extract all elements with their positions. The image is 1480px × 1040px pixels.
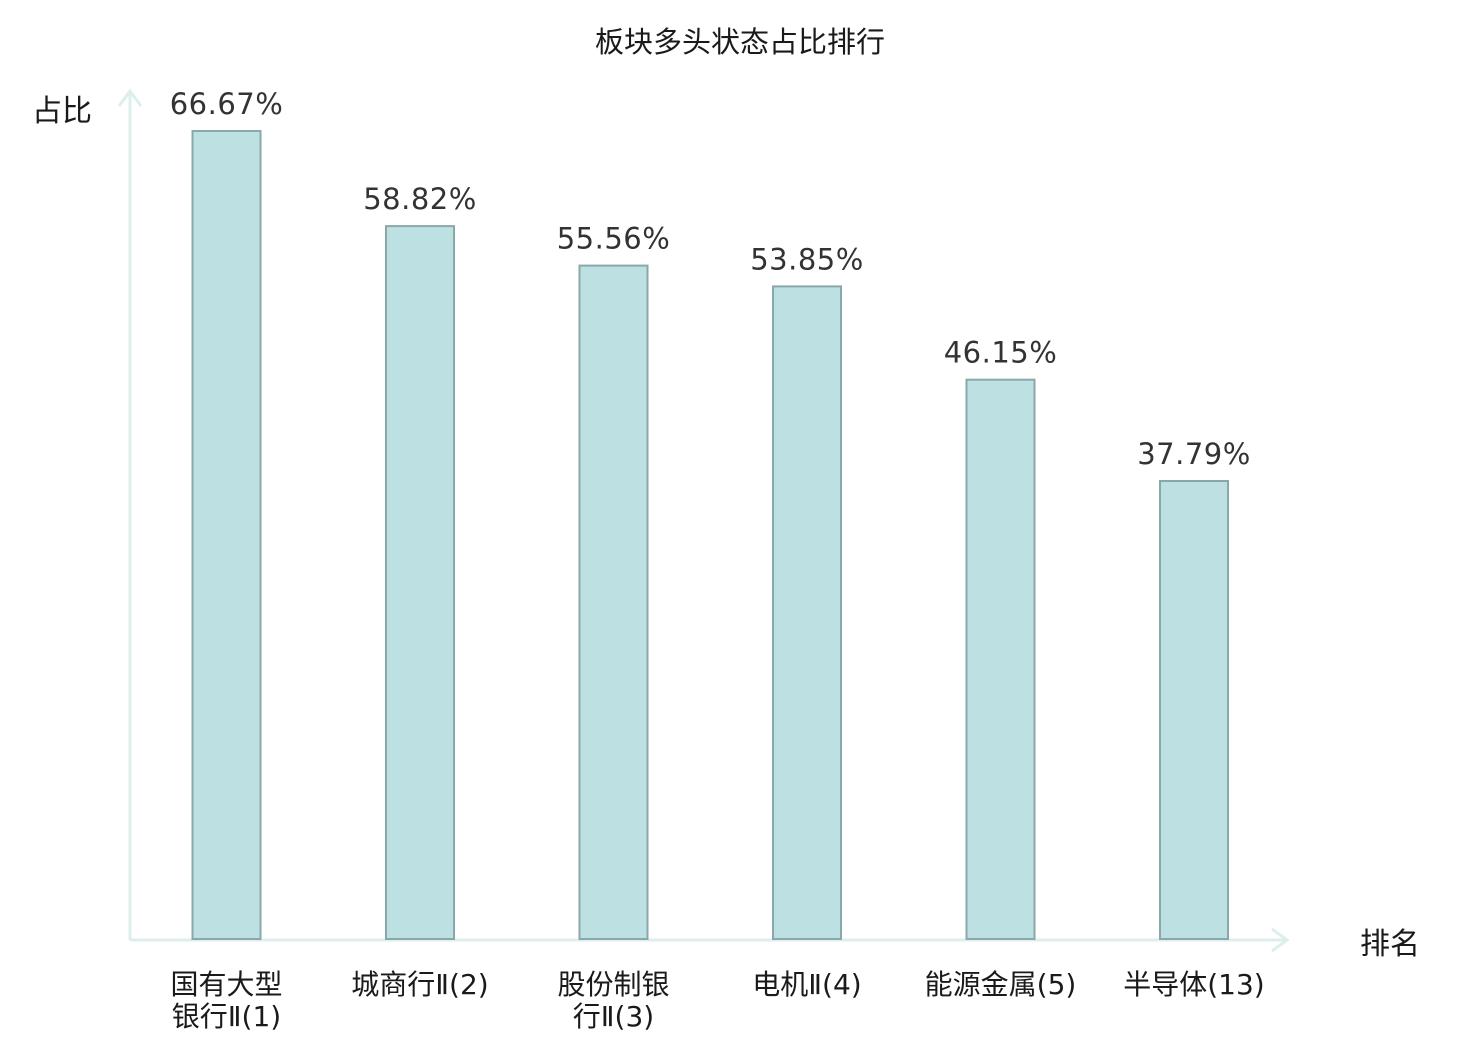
data-label: 37.79% [1137, 437, 1251, 471]
bar [772, 285, 842, 940]
x-tick-label: 国有大型 [170, 968, 282, 1001]
x-tick-label: 半导体(13) [1123, 968, 1264, 1001]
value-labels-group: 66.67% 58.82% 55.56% 53.85% 46.15% 37.79% [170, 87, 1251, 471]
bar [1159, 480, 1229, 940]
data-label: 58.82% [363, 182, 477, 216]
x-tick-label: 股份制银 [557, 968, 669, 1001]
bar [191, 130, 262, 940]
chart-title: 板块多头状态占比排行 [595, 25, 885, 59]
x-tick-label: 电机Ⅱ(4) [752, 968, 861, 1001]
x-tick-label: 城商行Ⅱ(2) [351, 968, 488, 1001]
x-tick-label: 行Ⅱ(3) [573, 1000, 654, 1033]
x-tick-label: 能源金属(5) [925, 968, 1077, 1001]
data-label: 46.15% [944, 336, 1058, 370]
x-axis-title: 排名 [1360, 927, 1420, 962]
bar [578, 264, 649, 941]
y-axis-title: 占比 [32, 94, 92, 129]
bar [385, 225, 455, 941]
data-label: 53.85% [750, 242, 864, 276]
bar [965, 378, 1036, 940]
data-label: 55.56% [557, 222, 671, 256]
bars-group [191, 130, 1229, 941]
x-tick-label: 银行Ⅱ(1) [172, 1000, 281, 1033]
y-axis [117, 88, 143, 940]
data-label: 66.67% [170, 87, 284, 121]
x-axis [130, 927, 1290, 953]
